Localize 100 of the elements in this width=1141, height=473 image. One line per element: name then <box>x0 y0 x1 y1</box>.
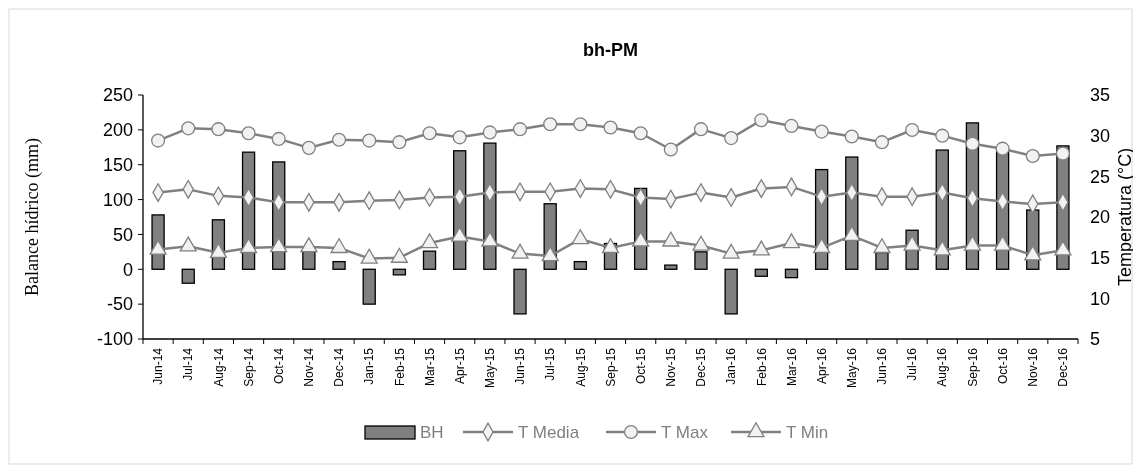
legend-label: BH <box>420 422 444 442</box>
y2-tick-label: 5 <box>1090 329 1101 350</box>
x-tick-label: Jun-15 <box>513 347 528 385</box>
x-tick-label: Mar-16 <box>784 347 799 387</box>
legend-label: T Max <box>661 422 709 442</box>
point <box>390 247 408 263</box>
point <box>151 133 166 148</box>
y2-tick-label: 30 <box>1090 125 1111 146</box>
point <box>722 243 740 259</box>
x-tick-label: Jul-14 <box>181 347 196 381</box>
point <box>782 233 801 249</box>
point <box>965 136 980 151</box>
x-tick-label: Nov-15 <box>664 347 679 387</box>
x-tick-label: Feb-15 <box>392 347 407 387</box>
point <box>362 133 377 148</box>
x-tick-label: Sep-15 <box>603 347 618 387</box>
point <box>693 122 709 137</box>
point <box>271 131 286 146</box>
x-tick-label: May-16 <box>844 347 859 389</box>
chart-title: bh-PM <box>583 40 638 60</box>
y-axis-title: Balance hídrico (mm) <box>22 138 43 296</box>
point <box>963 235 982 251</box>
point <box>392 135 407 150</box>
y-tick-label: 150 <box>102 155 133 176</box>
point <box>603 120 618 135</box>
x-tick-label: Dec-14 <box>332 347 347 387</box>
point <box>1055 146 1070 161</box>
x-tick-label: Aug-16 <box>935 347 950 387</box>
x-tick-label: Oct-15 <box>633 347 648 385</box>
point <box>663 142 678 157</box>
y-tick-label: -50 <box>106 294 133 315</box>
y-tick-label: 0 <box>122 259 133 280</box>
x-tick-label: Apr-16 <box>814 347 829 385</box>
y-tick-label: 100 <box>102 189 133 210</box>
x-tick-label: Aug-14 <box>211 347 226 387</box>
point <box>935 128 950 143</box>
x-tick-label: Apr-15 <box>452 347 467 385</box>
point <box>420 233 439 249</box>
x-tick-label: Aug-15 <box>573 347 588 387</box>
x-tick-label: Nov-14 <box>302 347 317 387</box>
x-tick-label: Jan-16 <box>724 347 739 385</box>
point <box>422 126 437 141</box>
y-tick-label: 250 <box>102 85 133 106</box>
legend-label: T Min <box>786 422 829 442</box>
point <box>905 122 920 138</box>
point <box>1054 240 1072 256</box>
point <box>482 125 497 140</box>
point <box>330 238 348 254</box>
point <box>601 238 620 254</box>
y2-tick-label: 25 <box>1090 166 1111 187</box>
point <box>995 141 1010 156</box>
x-tick-label: Dec-15 <box>694 347 709 387</box>
bar <box>784 268 799 279</box>
point <box>632 231 650 247</box>
point <box>784 118 799 133</box>
point <box>752 240 770 256</box>
legend-label: T Media <box>518 422 580 442</box>
point <box>933 240 951 256</box>
point <box>844 129 859 144</box>
x-tick-label: Feb-16 <box>754 347 769 387</box>
bar <box>754 268 768 277</box>
x-tick-label: Nov-16 <box>1025 347 1040 387</box>
point <box>692 235 710 251</box>
point <box>571 229 589 245</box>
x-tick-label: Oct-14 <box>271 347 286 385</box>
bar <box>573 260 588 270</box>
bar <box>362 268 376 305</box>
y2-tick-label: 10 <box>1090 288 1111 309</box>
y2-tick-label: 15 <box>1090 247 1111 268</box>
point <box>452 130 467 145</box>
point <box>873 238 891 254</box>
point <box>662 231 680 247</box>
point <box>903 235 921 251</box>
point <box>241 126 256 141</box>
point <box>633 126 648 141</box>
point <box>1025 148 1040 164</box>
point <box>541 246 559 262</box>
point <box>543 117 558 132</box>
y2-tick-label: 35 <box>1090 85 1111 106</box>
x-tick-label: May-15 <box>483 347 498 389</box>
point <box>813 238 831 254</box>
point <box>1024 245 1042 261</box>
x-tick-label: Dec-16 <box>1056 347 1071 387</box>
point <box>724 131 739 146</box>
bar <box>664 264 678 270</box>
point <box>511 243 529 259</box>
point <box>211 122 226 137</box>
point <box>874 135 890 150</box>
point <box>239 238 258 254</box>
x-tick-label: Jun-14 <box>151 347 166 385</box>
point <box>754 113 769 128</box>
x-tick-label: Jul-15 <box>543 347 558 381</box>
bar <box>513 268 527 315</box>
x-tick-label: Sep-16 <box>965 347 980 387</box>
bar <box>422 250 437 270</box>
bar <box>332 260 346 270</box>
point <box>512 122 528 137</box>
point <box>331 132 347 147</box>
point <box>481 231 499 247</box>
bar <box>181 268 195 284</box>
